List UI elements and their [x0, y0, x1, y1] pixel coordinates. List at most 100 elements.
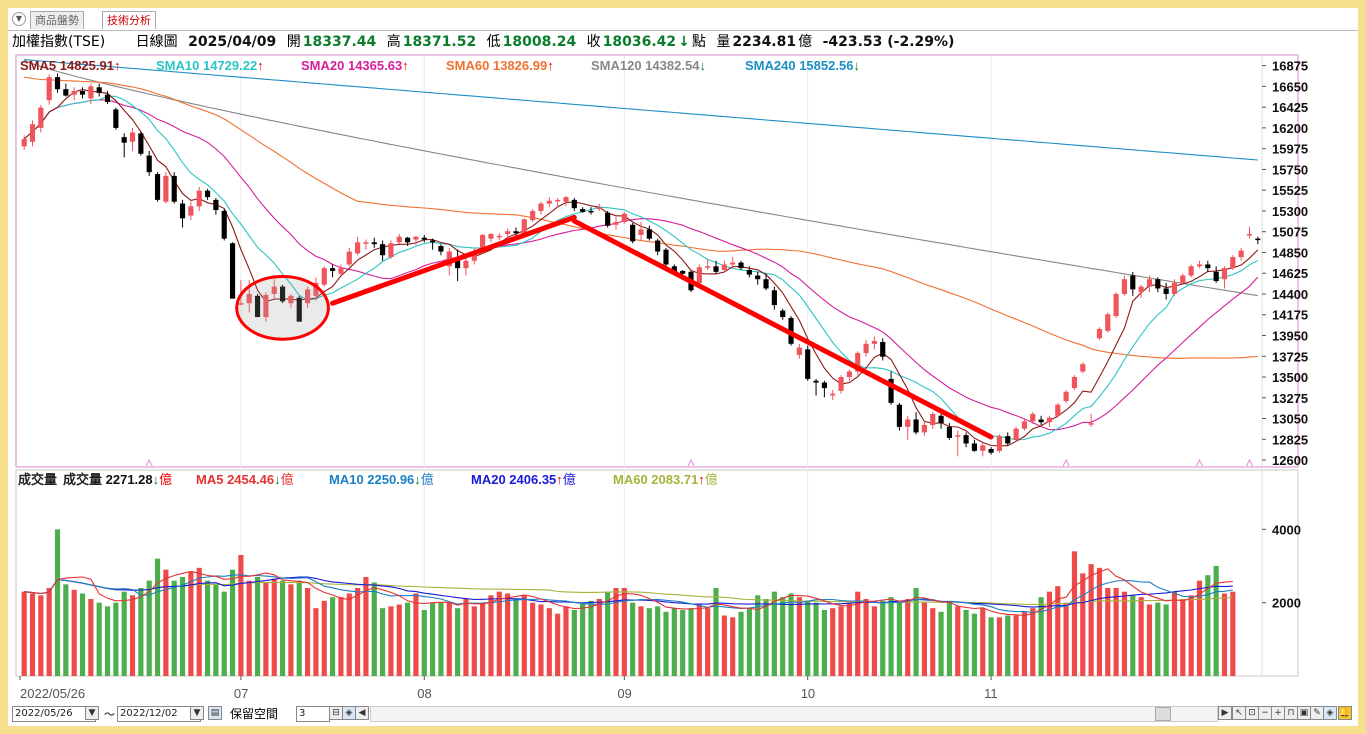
volume-bar	[680, 610, 686, 676]
tab-market-overview[interactable]: 商品盤勢	[30, 11, 84, 29]
candle-body	[29, 124, 36, 142]
draw-tool-icon[interactable]: ✎	[1310, 706, 1324, 720]
price-tick-label: 16200	[1272, 121, 1308, 136]
candle-body	[1188, 266, 1194, 276]
volume-bar	[113, 602, 119, 676]
candle-body	[1113, 293, 1119, 317]
price-tick-label: 13950	[1272, 329, 1308, 344]
low-value: 18008.24	[502, 34, 577, 50]
print-icon[interactable]: ▣	[1297, 706, 1311, 720]
price-volume-chart[interactable]: 16875 16650 16425 16200 15975 15750 15525 15300…	[8, 8, 1358, 704]
candle-body	[821, 382, 827, 389]
volume-bar	[546, 608, 552, 676]
volume-bar	[221, 591, 227, 676]
volume-bar	[938, 611, 944, 676]
open-value: 18337.44	[302, 34, 377, 50]
scroll-left-icon[interactable]: ◀	[355, 706, 369, 720]
candle-body	[188, 206, 194, 216]
zoom-in-icon[interactable]: +	[1271, 706, 1285, 720]
cursor-icon[interactable]: ↖	[1232, 706, 1246, 720]
candle-body	[380, 244, 386, 256]
volume-bar	[1188, 595, 1194, 676]
volume-bar	[46, 588, 52, 676]
volume-bar	[796, 597, 802, 676]
candle-body	[338, 268, 344, 274]
candle-body	[1155, 279, 1161, 289]
price-tick-label: 12600	[1272, 453, 1308, 468]
zoom-out-icon[interactable]: −	[1258, 706, 1272, 720]
scrollbar-thumb[interactable]	[1155, 707, 1171, 721]
point-label: 點	[691, 34, 706, 50]
horizontal-scrollbar[interactable]	[370, 706, 1218, 722]
volume-bar	[1055, 586, 1061, 676]
candle-body	[605, 212, 611, 226]
price-tick-label: 16425	[1272, 100, 1308, 115]
scale-icon[interactable]: ⊓	[1284, 706, 1298, 720]
candle-body	[21, 138, 27, 147]
candle-body	[196, 190, 202, 207]
candle-body	[304, 289, 311, 304]
candle-body	[238, 303, 244, 305]
volume-bar	[438, 602, 444, 676]
volume-ma60-line	[24, 579, 1233, 605]
candle-body	[79, 90, 86, 95]
candle-body	[163, 175, 169, 202]
candle-body	[171, 175, 177, 202]
volume-bar	[971, 613, 978, 676]
volume-legend-item-0: 成交量	[18, 472, 57, 487]
candle-body	[1038, 419, 1044, 423]
volume-bar	[880, 600, 886, 676]
volume-bar	[780, 597, 786, 676]
volume-bar	[313, 608, 319, 676]
candle-body	[980, 445, 986, 451]
zoom-fit-icon[interactable]: ⊡	[1245, 706, 1259, 720]
tab-technical-analysis[interactable]: 技術分析	[102, 11, 156, 29]
volume-bar	[346, 593, 352, 676]
end-date-dropdown-icon[interactable]: ▼	[190, 706, 204, 720]
candle-body	[313, 282, 319, 296]
candle-body	[1221, 268, 1228, 280]
start-date-field[interactable]: 2022/05/26	[12, 706, 96, 722]
candle-body	[613, 222, 619, 225]
down-arrow-icon: ↓	[678, 34, 690, 50]
candle-body	[771, 290, 777, 306]
volume-bar	[705, 608, 711, 676]
palette-tool-icon[interactable]: ◈	[1323, 706, 1337, 720]
volume-bar	[921, 602, 927, 676]
range-tilde: ～	[104, 708, 115, 721]
scroll-right-icon[interactable]: ▶	[1218, 706, 1232, 720]
candle-body	[1088, 423, 1094, 425]
candle-body	[63, 89, 69, 96]
candle-body	[146, 155, 152, 173]
volume-bar	[138, 588, 144, 676]
volume-bar	[496, 591, 502, 676]
volume-bar	[21, 591, 27, 676]
candle-body	[888, 378, 894, 403]
volume-bar	[521, 595, 527, 676]
volume-bar	[329, 597, 336, 676]
alert-bell-icon[interactable]: 🔔	[1338, 706, 1352, 720]
volume-bar	[1096, 567, 1103, 676]
start-date-dropdown-icon[interactable]: ▼	[85, 706, 99, 720]
volume-bar	[871, 606, 877, 676]
calendar-icon[interactable]: ▤	[208, 706, 222, 720]
candle-body	[863, 343, 869, 354]
volume-bar	[129, 595, 136, 676]
tab-dropdown-icon[interactable]: ▼	[12, 12, 26, 26]
candle-body	[355, 242, 361, 254]
volume-bar	[755, 595, 761, 676]
palette-icon[interactable]: ◈	[342, 706, 356, 720]
price-tick-label: 12825	[1272, 432, 1308, 447]
volume-bar	[588, 600, 594, 676]
candle-body	[446, 251, 452, 267]
candle-body	[38, 107, 44, 128]
reserve-space-input[interactable]: 3	[296, 706, 330, 722]
volume-bar	[855, 591, 861, 676]
volume-bar	[229, 569, 236, 676]
candle-body	[396, 236, 402, 243]
volume-bar	[246, 580, 252, 676]
candle-body	[279, 286, 286, 302]
candle-body	[1121, 279, 1128, 294]
settings-icon[interactable]: ⊟	[329, 706, 343, 720]
end-date-field[interactable]: 2022/12/02	[117, 706, 201, 722]
